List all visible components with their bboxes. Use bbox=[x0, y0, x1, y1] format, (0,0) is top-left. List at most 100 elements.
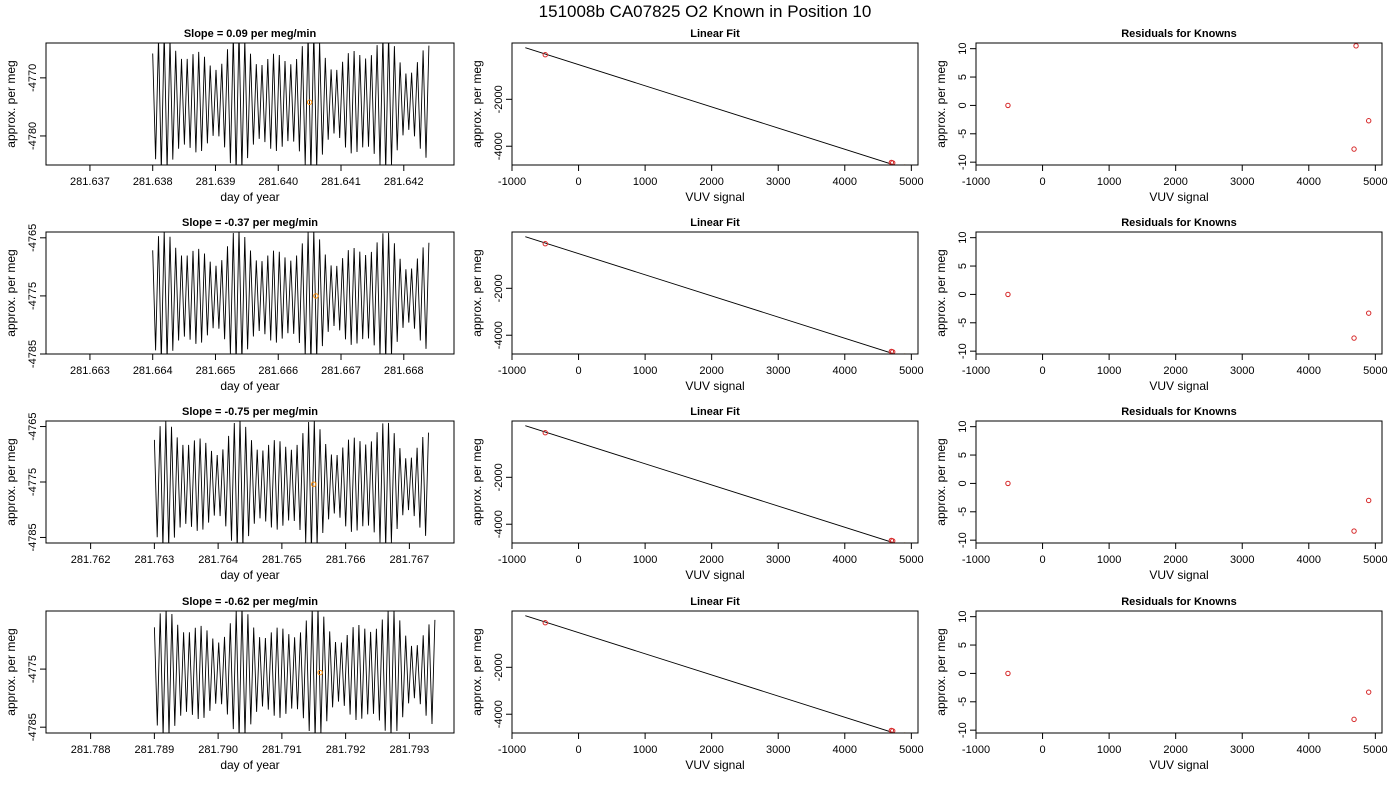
data-point bbox=[890, 728, 896, 733]
x-tick-label: 281.666 bbox=[258, 365, 298, 377]
x-tick-label: 281.663 bbox=[70, 365, 110, 377]
x-tick-label: 281.664 bbox=[133, 365, 173, 377]
x-tick-label: 281.767 bbox=[389, 554, 429, 566]
plot-frame bbox=[975, 610, 1383, 734]
x-tick-label: 4000 bbox=[833, 554, 857, 566]
x-tick-label: 281.665 bbox=[196, 365, 236, 377]
plot-frame bbox=[511, 610, 919, 734]
x-tick-label: 281.766 bbox=[326, 554, 366, 566]
x-tick-label: 281.765 bbox=[262, 554, 302, 566]
panel-linear-fit-row-2: Linear Fit -1000 0 1000 2000 3000 4000 5000 -400… bbox=[470, 217, 924, 393]
x-tick-label: 1000 bbox=[633, 176, 657, 188]
x-tick-label: 281.668 bbox=[384, 365, 424, 377]
x-tick-label: -1000 bbox=[962, 365, 990, 377]
plot-frame bbox=[975, 42, 1383, 166]
plot-frame bbox=[975, 420, 1383, 544]
y-tick-label: 10 bbox=[957, 43, 969, 55]
data-point bbox=[903, 542, 907, 543]
x-tick-label: 281.667 bbox=[321, 365, 361, 377]
plot-area bbox=[525, 615, 907, 733]
data-point bbox=[542, 430, 548, 436]
x-tick-label: 5000 bbox=[1363, 554, 1387, 566]
x-axis-label: VUV signal bbox=[685, 190, 744, 204]
y-axis-label: approx. per meg bbox=[4, 628, 18, 715]
x-tick-label: 4000 bbox=[1297, 365, 1321, 377]
x-tick-label: -1000 bbox=[498, 554, 526, 566]
x-tick-label: 3000 bbox=[1230, 744, 1254, 756]
y-tick-label: -10 bbox=[957, 532, 969, 548]
x-tick-label: 281.793 bbox=[389, 744, 429, 756]
x-tick-label: 4000 bbox=[1297, 176, 1321, 188]
x-tick-label: 1000 bbox=[1097, 744, 1121, 756]
x-tick-label: 3000 bbox=[766, 365, 790, 377]
x-axis-label: VUV signal bbox=[1149, 190, 1208, 204]
x-tick-label: 3000 bbox=[1230, 176, 1254, 188]
x-tick-label: 281.640 bbox=[258, 176, 298, 188]
data-point bbox=[890, 160, 896, 165]
y-tick-label: 5 bbox=[957, 452, 969, 458]
y-tick-label: 5 bbox=[957, 642, 969, 648]
mean-marker bbox=[317, 669, 323, 676]
y-tick-label: -4775 bbox=[27, 655, 39, 683]
x-tick-label: 1000 bbox=[633, 554, 657, 566]
x-tick-label: 0 bbox=[1039, 744, 1045, 756]
panel-title: Linear Fit bbox=[690, 28, 740, 40]
plot-frame bbox=[975, 231, 1383, 355]
y-tick-label: -5 bbox=[957, 697, 969, 707]
plot-frame bbox=[45, 420, 455, 544]
x-tick-label: -1000 bbox=[498, 365, 526, 377]
plot-area bbox=[1005, 480, 1372, 534]
y-axis-label: approx. per meg bbox=[470, 438, 484, 525]
x-tick-label: 5000 bbox=[899, 176, 923, 188]
fit-line bbox=[525, 425, 896, 543]
y-tick-label: -2000 bbox=[493, 463, 505, 491]
y-axis-label: approx. per meg bbox=[4, 60, 18, 147]
y-tick-label: 10 bbox=[957, 421, 969, 433]
x-tick-label: 2000 bbox=[699, 744, 723, 756]
y-axis-label: approx. per meg bbox=[934, 249, 948, 336]
x-tick-label: 281.791 bbox=[262, 744, 302, 756]
data-point bbox=[1351, 146, 1357, 152]
x-axis-label: VUV signal bbox=[1149, 758, 1208, 772]
plot-area bbox=[1005, 291, 1372, 341]
panel-residuals-row-4: Residuals for Knowns -1000 0 1000 2000 3000 40… bbox=[934, 596, 1388, 772]
plot-area bbox=[1005, 670, 1372, 723]
plot-area bbox=[525, 47, 907, 165]
data-point bbox=[1365, 310, 1372, 316]
y-tick-label: -4765 bbox=[27, 224, 39, 252]
x-tick-label: 4000 bbox=[1297, 554, 1321, 566]
x-tick-label: 281.641 bbox=[321, 176, 361, 188]
data-point bbox=[1005, 102, 1011, 109]
panel-time-series-row-3: Slope = -0.75 per meg/min 281.762 281.763 2… bbox=[4, 406, 455, 582]
panel-title: Slope = -0.37 per meg/min bbox=[182, 217, 318, 229]
x-tick-label: 4000 bbox=[833, 744, 857, 756]
data-point bbox=[890, 349, 896, 354]
y-tick-label: -5 bbox=[957, 318, 969, 328]
y-tick-label: 0 bbox=[957, 291, 969, 297]
x-tick-label: 281.790 bbox=[198, 744, 238, 756]
y-tick-label: -5 bbox=[957, 129, 969, 139]
fit-line bbox=[525, 236, 896, 354]
x-axis-label: VUV signal bbox=[685, 568, 744, 582]
y-tick-label: -4775 bbox=[27, 282, 39, 310]
fit-line bbox=[525, 615, 896, 733]
x-tick-label: 281.763 bbox=[134, 554, 174, 566]
x-axis-label: VUV signal bbox=[685, 379, 744, 393]
panel-title: Residuals for Knowns bbox=[1121, 596, 1237, 608]
x-tick-label: 281.638 bbox=[133, 176, 173, 188]
x-tick-label: 3000 bbox=[766, 176, 790, 188]
y-tick-label: -4000 bbox=[493, 510, 505, 538]
y-tick-label: -4775 bbox=[27, 468, 39, 496]
panel-linear-fit-row-4: Linear Fit -1000 0 1000 2000 3000 4000 5000 -400… bbox=[470, 596, 924, 772]
mean-marker bbox=[313, 293, 319, 299]
fit-line bbox=[525, 47, 896, 165]
y-tick-label: -4765 bbox=[27, 412, 39, 440]
x-tick-label: 281.764 bbox=[198, 554, 238, 566]
plot-frame bbox=[45, 610, 455, 734]
signal-trace bbox=[153, 611, 436, 733]
x-tick-label: 281.642 bbox=[384, 176, 424, 188]
x-axis-label: VUV signal bbox=[685, 758, 744, 772]
panel-title: Linear Fit bbox=[690, 406, 740, 418]
y-tick-label: 0 bbox=[957, 480, 969, 486]
